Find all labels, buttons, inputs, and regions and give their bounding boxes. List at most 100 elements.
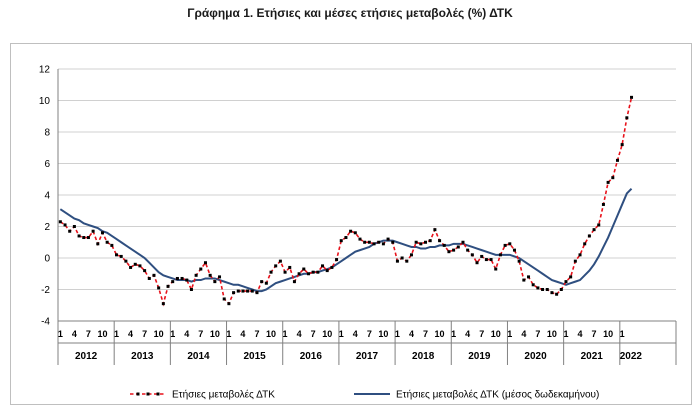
month-tick-label: 7	[254, 329, 259, 339]
data-point	[367, 240, 371, 244]
month-tick-label: 1	[283, 329, 288, 339]
data-point	[545, 288, 549, 291]
month-tick-label: 10	[378, 329, 388, 339]
data-point	[91, 229, 95, 233]
month-tick-label: 7	[367, 329, 372, 339]
data-point	[400, 256, 404, 260]
year-label: 2016	[300, 351, 323, 362]
month-tick-label: 7	[479, 329, 484, 339]
data-point	[264, 281, 268, 285]
grid-layer	[58, 68, 676, 322]
data-point	[358, 237, 362, 241]
month-tick-label: 7	[423, 329, 428, 339]
month-tick-label: 4	[521, 329, 526, 339]
data-point	[311, 270, 315, 274]
data-point	[531, 283, 535, 287]
data-point	[143, 269, 147, 273]
month-tick-label: 4	[128, 329, 133, 339]
data-point	[260, 280, 264, 284]
data-point	[592, 228, 596, 232]
data-point	[527, 275, 531, 279]
data-point	[68, 229, 72, 233]
legend-marker	[146, 392, 150, 396]
data-point	[461, 240, 465, 244]
data-point	[124, 259, 128, 263]
data-point	[180, 276, 184, 280]
data-point	[325, 269, 329, 273]
data-point	[339, 239, 343, 243]
data-point	[424, 240, 428, 244]
data-point	[517, 259, 521, 263]
month-tick-label: 7	[535, 329, 540, 339]
data-point	[601, 202, 605, 206]
y-tick-label: 8	[44, 128, 50, 139]
data-point	[138, 264, 142, 268]
data-point	[232, 291, 236, 295]
year-label: 2017	[356, 351, 379, 362]
data-point	[475, 261, 479, 265]
data-point	[77, 234, 81, 238]
data-point	[555, 292, 559, 296]
data-point	[236, 289, 240, 293]
data-point	[447, 250, 451, 254]
legend-label-average: Ετήσιες μεταβολές ΔΤΚ (μέσος δωδεκαμήνου…	[396, 389, 599, 401]
month-tick-label: 1	[339, 329, 344, 339]
data-point	[512, 248, 516, 252]
data-point	[330, 265, 334, 269]
month-tick-label: 4	[72, 329, 77, 339]
data-point	[414, 240, 418, 244]
data-point	[466, 248, 470, 252]
month-tick-label: 1	[451, 329, 456, 339]
data-point	[82, 236, 86, 240]
data-point	[269, 270, 273, 274]
data-point	[306, 272, 310, 276]
data-point	[377, 240, 381, 244]
data-point	[578, 253, 582, 257]
month-tick-label: 7	[86, 329, 91, 339]
data-point	[72, 225, 76, 228]
month-tick-label: 10	[210, 329, 220, 339]
data-point	[456, 245, 460, 249]
data-point	[363, 240, 367, 244]
data-point	[194, 273, 198, 277]
data-point	[189, 288, 193, 291]
data-point	[391, 240, 395, 244]
month-tick-label: 7	[142, 329, 147, 339]
month-tick-label: 10	[97, 329, 107, 339]
data-point	[372, 242, 376, 246]
data-point	[508, 242, 512, 246]
data-point	[353, 231, 357, 235]
data-point	[292, 280, 296, 284]
chart-frame	[10, 43, 692, 405]
data-point	[559, 288, 563, 291]
legend-marker	[136, 392, 140, 396]
y-tick-label: 12	[39, 65, 51, 76]
month-tick-label: 4	[409, 329, 414, 339]
year-label: 2020	[524, 351, 547, 362]
year-label: 2018	[412, 351, 435, 362]
month-tick-label: 1	[395, 329, 400, 339]
data-point	[110, 243, 114, 247]
data-point	[222, 297, 226, 301]
data-point	[419, 242, 423, 246]
data-point	[161, 302, 165, 306]
data-point	[199, 267, 203, 271]
data-point	[484, 258, 488, 262]
month-tick-label: 10	[266, 329, 276, 339]
month-tick-label: 1	[507, 329, 512, 339]
data-point	[452, 248, 456, 252]
data-point	[218, 275, 222, 279]
data-point	[630, 95, 634, 99]
data-point	[550, 291, 554, 295]
data-point	[480, 254, 484, 258]
data-point	[503, 243, 507, 247]
legend: Ετήσιες μεταβολές ΔΤΚ Ετήσιες μεταβολές Δ…	[130, 389, 599, 401]
data-point	[63, 223, 67, 227]
data-point	[470, 253, 474, 257]
month-tick-label: 10	[491, 329, 501, 339]
data-point	[573, 259, 577, 263]
legend-marker	[156, 392, 160, 396]
month-tick-label: 4	[240, 329, 245, 339]
data-point	[166, 284, 170, 288]
data-point	[157, 286, 161, 290]
